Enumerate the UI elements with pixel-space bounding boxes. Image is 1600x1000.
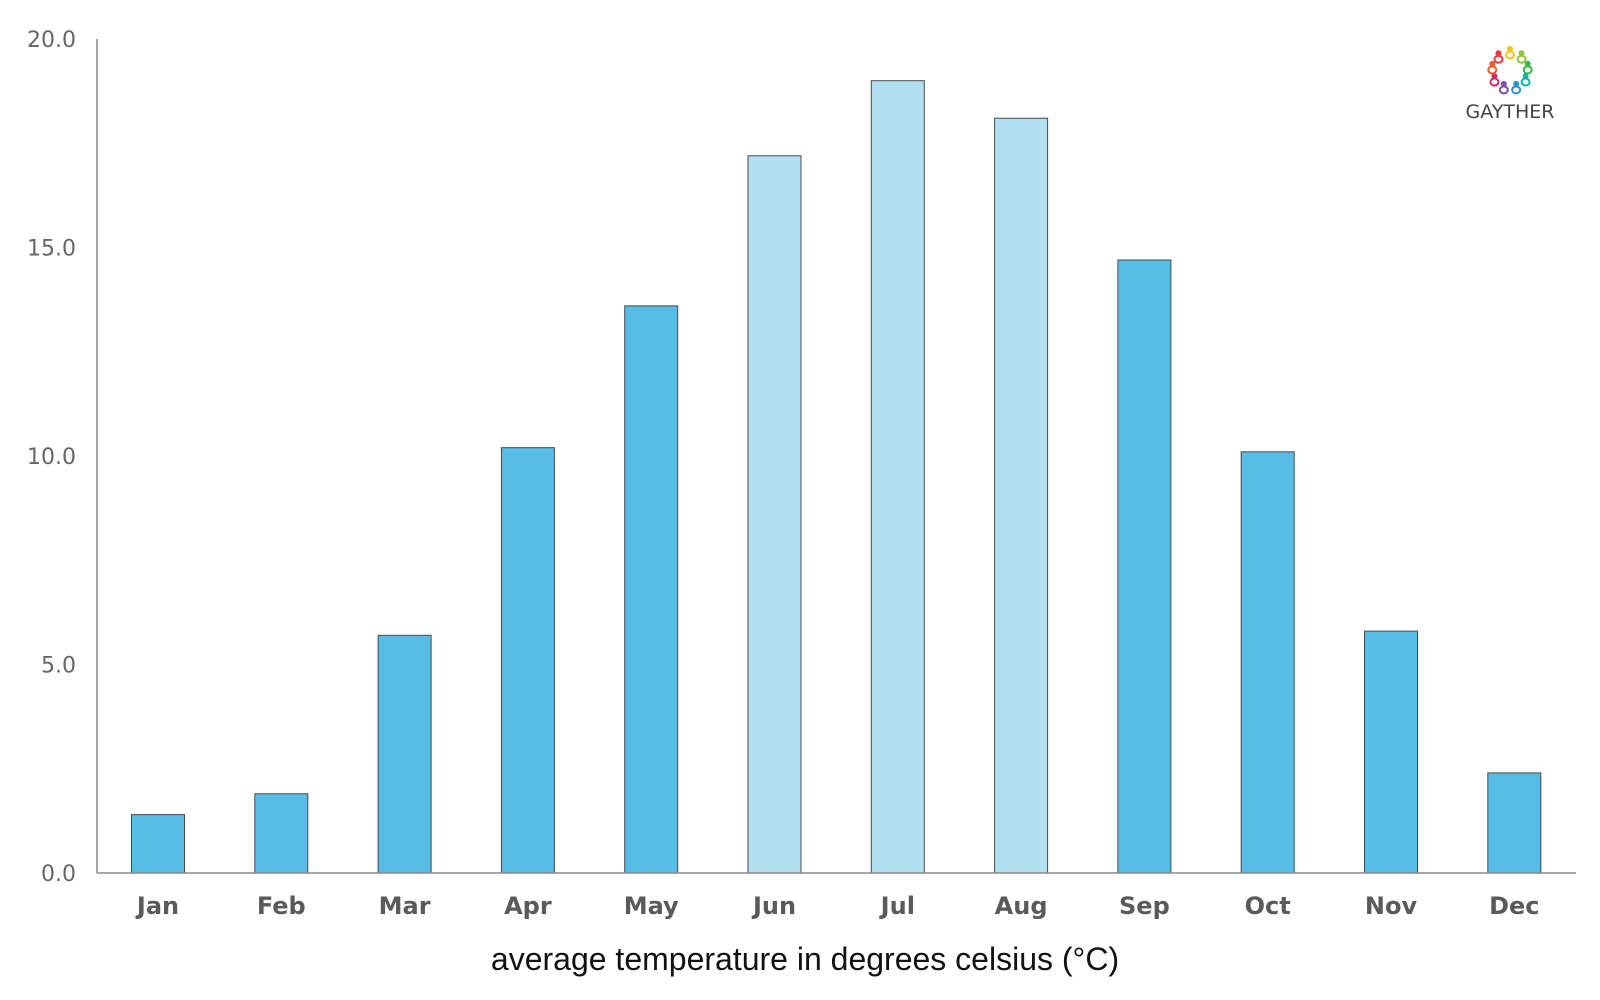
x-tick-label-sep: Sep bbox=[1119, 892, 1170, 920]
y-tick-label: 20.0 bbox=[27, 28, 76, 53]
bar-jan bbox=[131, 814, 185, 874]
logo-figure bbox=[1498, 80, 1509, 95]
bar-mar bbox=[377, 634, 432, 874]
x-tick-label-mar: Mar bbox=[379, 892, 431, 920]
x-tick-label-oct: Oct bbox=[1245, 892, 1291, 920]
bar-apr bbox=[500, 447, 555, 874]
x-tick-label-nov: Nov bbox=[1365, 892, 1418, 920]
gayther-logo-icon bbox=[1487, 46, 1533, 95]
y-tick-label: 5.0 bbox=[41, 654, 76, 679]
bars-layer bbox=[131, 80, 1542, 874]
logo-figure bbox=[1520, 73, 1531, 87]
x-tick-label-apr: Apr bbox=[504, 892, 552, 920]
bar-oct bbox=[1240, 451, 1295, 874]
logo-figure bbox=[1489, 73, 1500, 87]
bar-nov bbox=[1364, 630, 1418, 874]
bar-sep bbox=[1117, 259, 1172, 874]
y-tick-label: 0.0 bbox=[41, 862, 76, 887]
bar-jun bbox=[747, 155, 802, 874]
x-tick-label-jan: Jan bbox=[135, 892, 179, 920]
logo-figure bbox=[1505, 46, 1515, 60]
bar-dec bbox=[1487, 772, 1542, 874]
bar-aug bbox=[994, 117, 1049, 874]
x-axis-labels: Jan Feb Mar Apr May Jun Jul Aug Sep Oct Nov Dec bbox=[135, 892, 1540, 920]
x-tick-label-dec: Dec bbox=[1489, 892, 1539, 920]
x-tick-label-jul: Jul bbox=[879, 892, 915, 920]
bar-feb bbox=[254, 793, 309, 874]
y-tick-label: 10.0 bbox=[27, 445, 76, 470]
y-axis-ticks: 0.0 5.0 10.0 15.0 20.0 bbox=[27, 28, 76, 887]
bar-may bbox=[624, 305, 679, 874]
logo-text: GAYTHER bbox=[1466, 101, 1555, 123]
x-axis-title: average temperature in degrees celsius (… bbox=[491, 941, 1119, 977]
bar-jul bbox=[870, 80, 925, 874]
y-tick-label: 15.0 bbox=[27, 237, 76, 262]
x-tick-label-may: May bbox=[624, 892, 679, 920]
x-tick-label-jun: Jun bbox=[751, 892, 796, 920]
x-tick-label-feb: Feb bbox=[257, 892, 306, 920]
logo-figure bbox=[1522, 60, 1533, 75]
logo-figure bbox=[1487, 60, 1498, 75]
gayther-logo: GAYTHER bbox=[1466, 46, 1555, 123]
logo-figure bbox=[1511, 80, 1522, 95]
logo-figure bbox=[1493, 50, 1504, 64]
x-tick-label-aug: Aug bbox=[995, 892, 1048, 920]
logo-figure bbox=[1516, 50, 1527, 64]
